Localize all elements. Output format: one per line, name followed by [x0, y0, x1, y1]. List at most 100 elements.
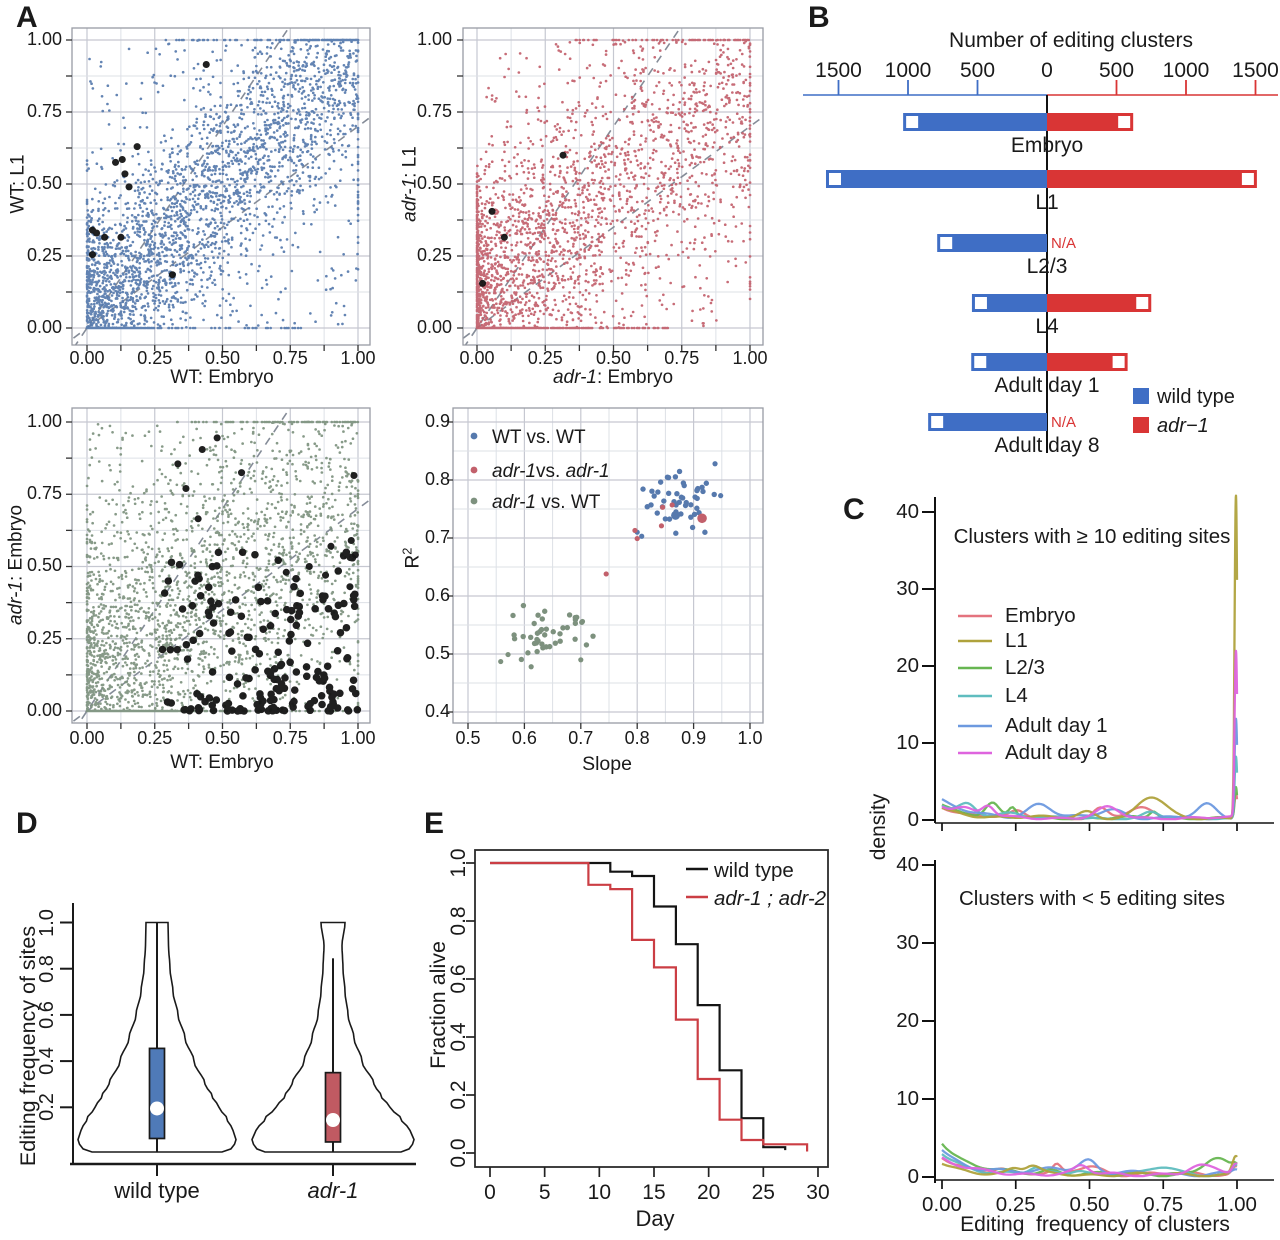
b-legend-swatch-icon: [1133, 417, 1149, 433]
b-bar-adr1: [1047, 353, 1128, 371]
scatter-points: [479, 151, 567, 287]
r2-point: [583, 642, 590, 648]
e-survival-curve: [490, 861, 809, 1152]
r2-point: [578, 657, 584, 663]
c-density-line: [941, 494, 1239, 821]
r2-point: [540, 645, 546, 651]
r2-point: [700, 488, 706, 495]
r2-point: [680, 480, 687, 486]
r2-point: [572, 614, 578, 621]
r2-point: [697, 513, 707, 524]
r2-point: [702, 529, 708, 535]
scatter-points: [475, 38, 752, 330]
r2-point: [505, 651, 511, 658]
b-bar-notch: [1118, 116, 1131, 128]
r2-point: [655, 489, 661, 495]
b-bar-notch: [906, 116, 919, 128]
r2-point: [691, 511, 698, 518]
b-bar-wild-type: [903, 113, 1047, 131]
r2-point: [648, 502, 654, 508]
r2-point: [572, 620, 579, 627]
guide-line: [464, 28, 682, 345]
r2-point: [694, 505, 700, 511]
c-density-line: [941, 717, 1239, 821]
r2-point: [534, 636, 540, 643]
r2-point: [669, 502, 675, 508]
r2-point: [703, 480, 710, 486]
violin-median-dot: [150, 1101, 164, 1116]
r2-point: [658, 523, 665, 529]
r2-point: [560, 625, 566, 631]
r2-point: [666, 516, 673, 522]
b-bar-wild-type: [937, 234, 1047, 252]
r2-point: [692, 494, 698, 500]
r2-point: [531, 640, 538, 647]
r2-point: [564, 624, 571, 631]
b-bar-wild-type: [971, 294, 1047, 312]
r2-point: [539, 616, 545, 622]
c-density-line: [941, 755, 1239, 821]
violin-box: [324, 1071, 342, 1143]
r2-point: [694, 487, 700, 494]
b-legend-swatch-icon: [1133, 388, 1149, 404]
r2-point: [673, 530, 679, 536]
r2-point: [511, 632, 517, 638]
r2-point: [531, 620, 537, 627]
b-bar-notch: [828, 173, 841, 185]
r2-point: [534, 630, 541, 636]
legend-dot-icon: [470, 497, 478, 505]
b-bar-notch: [940, 237, 953, 249]
scatter-points: [88, 61, 210, 279]
r2-point: [510, 612, 516, 619]
r2-point: [688, 514, 694, 520]
r2-point: [534, 648, 540, 655]
r2-point: [640, 486, 646, 492]
e-plot-border: [474, 849, 829, 1168]
r2-point: [689, 524, 696, 531]
plot-border: [71, 27, 371, 346]
b-bar-adr1: [1047, 294, 1152, 312]
b-bar-notch: [1112, 356, 1125, 368]
r2-point: [538, 626, 545, 633]
r2-point: [535, 612, 541, 618]
scatter-points: [158, 548, 362, 715]
r2-point: [520, 602, 527, 609]
r2-point: [550, 629, 556, 635]
r2-point: [542, 608, 548, 614]
e-survival-curve: [490, 861, 787, 1151]
r2-point: [528, 634, 534, 641]
c-density-line: [941, 1153, 1238, 1178]
r2-point: [711, 491, 717, 498]
r2-point: [678, 494, 685, 500]
r2-point: [557, 631, 563, 637]
r2-point: [676, 468, 683, 475]
r2-point: [671, 510, 681, 520]
r2-point: [665, 474, 672, 481]
r2-point: [518, 656, 525, 663]
r2-point: [672, 474, 679, 480]
legend-dot-icon: [470, 466, 478, 474]
r2-point: [552, 640, 559, 646]
c-density-line: [941, 649, 1239, 821]
r2-point: [665, 490, 672, 497]
r2-point: [674, 490, 680, 497]
scatter-points: [174, 434, 359, 591]
r2-point: [688, 502, 694, 508]
r2-point: [520, 633, 526, 640]
b-bar-notch: [974, 297, 987, 309]
plot-border: [71, 407, 371, 724]
r2-point: [632, 527, 638, 534]
r2-point: [557, 638, 563, 644]
r2-point: [579, 618, 586, 625]
r2-point: [572, 636, 578, 642]
r2-point: [718, 493, 724, 499]
guide-line: [74, 28, 290, 345]
guide-line: [72, 498, 370, 722]
plot-border: [452, 407, 764, 724]
r2-point: [547, 643, 553, 650]
r2-point: [566, 612, 573, 618]
b-bar-notch: [1136, 297, 1149, 309]
b-bar-wild-type: [971, 353, 1047, 371]
